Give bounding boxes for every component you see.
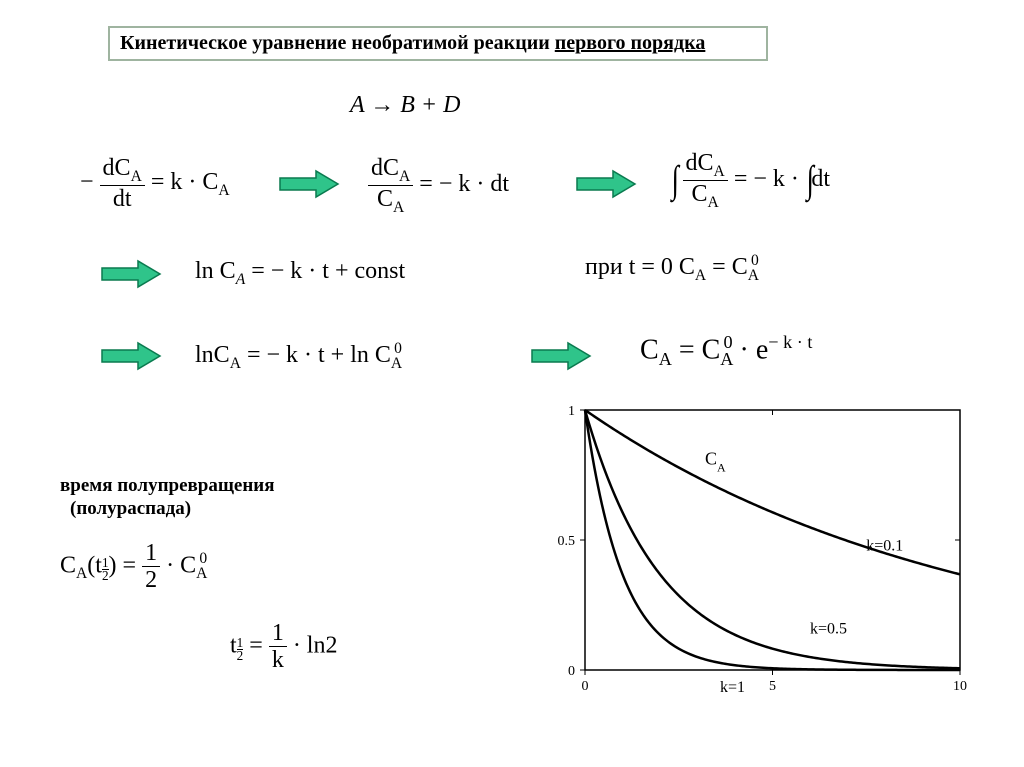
svg-text:0: 0 <box>582 679 589 694</box>
integral-equation: ∫ dCA CA = − k · ∫dt <box>670 150 830 211</box>
exponential-solution: CA = CA0 · e− k · t <box>640 332 812 370</box>
svg-text:0: 0 <box>568 664 575 679</box>
title-prefix: Кинетическое уравнение необратимой реакц… <box>120 32 555 54</box>
ln-equation-init: lnCA = − k · t + ln CA0 <box>195 340 402 373</box>
page-title: Кинетическое уравнение необратимой реакц… <box>108 26 768 61</box>
title-underlined: первого порядка <box>555 32 706 54</box>
arrow-icon <box>575 168 637 200</box>
rate-equation: − dCA dt = k · CA <box>80 155 230 212</box>
arrow-icon <box>100 340 162 372</box>
half-life-concentration-eq: CA(t12) = 12 · CA0 <box>60 540 207 594</box>
initial-conditions: при t = 0 CA = CA0 <box>585 252 759 285</box>
svg-text:k=1: k=1 <box>720 679 745 696</box>
half-life-heading: время полупревращения (полураспада) <box>60 475 275 521</box>
ln-equation-const: ln CA = − k · t + const <box>195 258 405 289</box>
svg-text:k=0.1: k=0.1 <box>866 537 903 554</box>
arrow-icon <box>530 340 592 372</box>
svg-text:k=0.5: k=0.5 <box>810 621 847 638</box>
separated-equation: dCA CA = − k · dt <box>368 155 509 216</box>
svg-text:1: 1 <box>568 404 575 419</box>
arrow-icon <box>100 258 162 290</box>
decay-chart: 051000.51CAk=0.1k=0.5k=1 <box>530 400 970 700</box>
svg-text:0.5: 0.5 <box>558 534 576 549</box>
arrow-icon <box>278 168 340 200</box>
reaction-equation: A → B + D <box>350 92 460 119</box>
svg-text:10: 10 <box>953 679 967 694</box>
half-life-time-eq: t12 = 1k · ln2 <box>230 620 337 674</box>
svg-text:5: 5 <box>769 679 776 694</box>
